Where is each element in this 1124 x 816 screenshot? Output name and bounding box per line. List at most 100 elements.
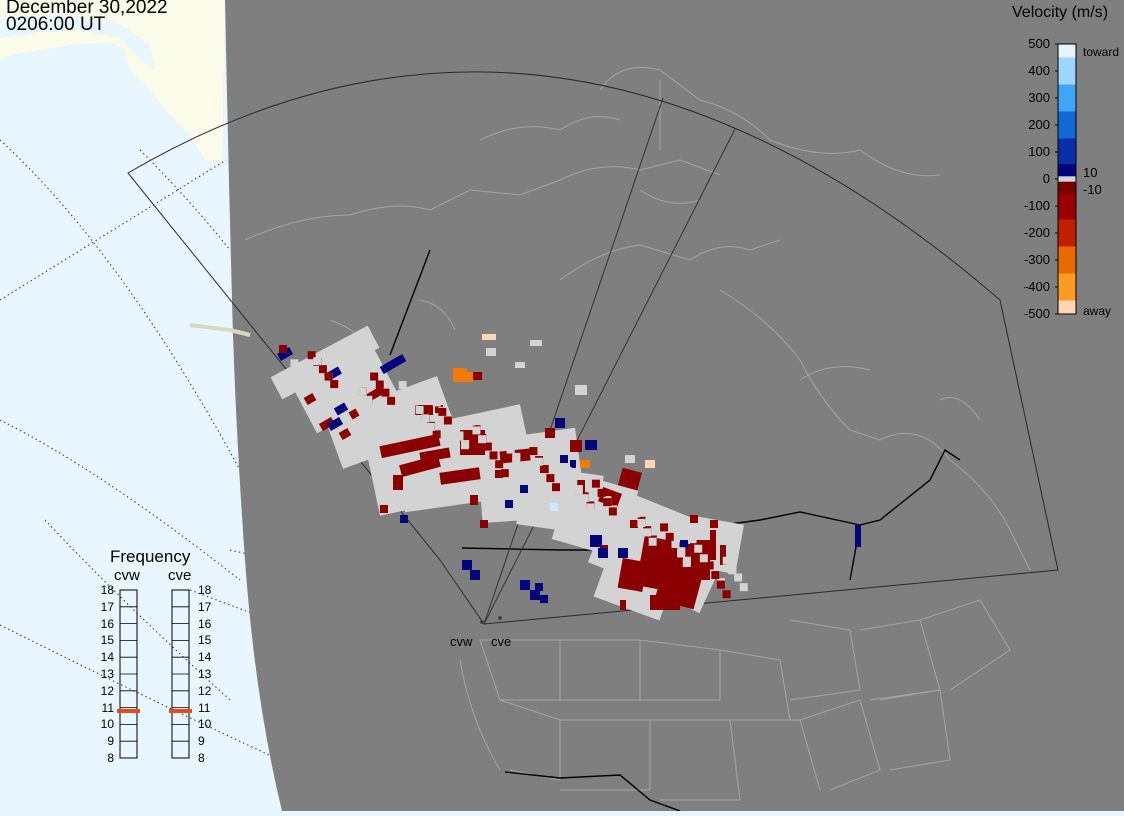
velocity-cell xyxy=(465,372,473,382)
velocity-cell xyxy=(614,514,623,523)
velocity-cell xyxy=(597,488,606,497)
colorbar-segment xyxy=(1058,147,1076,153)
radar-site-cvw-marker xyxy=(480,620,484,624)
velocity-cell xyxy=(529,447,538,456)
velocity-cell xyxy=(552,483,560,492)
velocity-cell xyxy=(393,475,403,490)
velocity-cell xyxy=(630,520,638,528)
velocity-cell xyxy=(700,560,710,580)
velocity-cell xyxy=(303,393,317,405)
colorbar-segment xyxy=(1058,44,1076,50)
velocity-cell xyxy=(739,583,748,592)
colorbar-segment xyxy=(1058,237,1076,243)
velocity-cell xyxy=(347,372,356,381)
velocity-cell xyxy=(575,385,587,395)
radar-site-cve-marker xyxy=(498,616,502,620)
colorbar-segment xyxy=(1058,282,1076,288)
velocity-cell xyxy=(563,468,572,477)
freq-level-label: 15 xyxy=(198,633,212,648)
colorbar-segment xyxy=(1058,71,1076,77)
velocity-cell xyxy=(671,540,680,549)
velocity-cell xyxy=(710,530,716,560)
colorbar-segment xyxy=(1058,160,1076,165)
time-label: 0206:00 UT xyxy=(6,14,106,35)
freq-level-label: 18 xyxy=(198,583,212,597)
radar-fov xyxy=(127,71,1059,625)
velocity-cell xyxy=(545,428,555,438)
velocity-cell xyxy=(387,396,396,405)
velocity-cell xyxy=(722,590,731,599)
velocity-cell xyxy=(618,548,628,558)
velocity-cell xyxy=(520,485,528,493)
colorbar-segment xyxy=(1058,66,1076,72)
colorbar-segment xyxy=(1058,264,1076,270)
colorbar-segment xyxy=(1058,219,1076,225)
velocity-cell xyxy=(466,417,475,426)
colorbar-segment xyxy=(1058,75,1076,81)
velocity-cell xyxy=(404,421,413,430)
velocity-cell xyxy=(370,372,379,381)
colorbar-segment xyxy=(1058,246,1076,252)
velocity-cell xyxy=(637,518,646,527)
velocity-cell xyxy=(290,359,299,368)
velocity-cell xyxy=(338,428,352,440)
colorbar-segment xyxy=(1058,215,1076,221)
velocity-cell xyxy=(580,460,590,468)
freq-level-label: 15 xyxy=(100,633,114,648)
velocity-cell xyxy=(370,403,378,412)
colorbar-segment xyxy=(1058,62,1076,68)
velocity-cell xyxy=(631,509,640,518)
colorbar-segment xyxy=(1058,309,1076,315)
scatter-cells xyxy=(270,325,861,621)
colorbar-tick-label: 300 xyxy=(1028,90,1050,105)
velocity-cell xyxy=(333,402,349,416)
velocity-cell xyxy=(535,583,543,591)
velocity-cell xyxy=(336,387,344,396)
velocity-cell xyxy=(625,455,635,463)
velocity-cell xyxy=(318,365,327,374)
velocity-cell xyxy=(415,405,424,414)
colorbar-segment xyxy=(1058,296,1076,302)
velocity-cell xyxy=(570,440,582,452)
colorbar-segment xyxy=(1058,53,1076,59)
velocity-cell xyxy=(480,520,488,528)
velocity-cell xyxy=(530,340,542,346)
velocity-cell xyxy=(520,580,530,590)
velocity-cell xyxy=(515,362,525,368)
velocity-cell xyxy=(517,463,526,472)
velocity-cell xyxy=(555,418,565,428)
velocity-cell xyxy=(512,454,521,463)
velocity-cell xyxy=(557,490,566,499)
velocity-cell xyxy=(453,368,467,382)
colorbar-segment xyxy=(1058,129,1076,135)
velocity-cell xyxy=(710,520,718,528)
colorbar-segment xyxy=(1058,269,1076,275)
colorbar-segment xyxy=(1058,102,1076,108)
velocity-cell xyxy=(523,470,532,479)
colorbar-segment xyxy=(1058,168,1076,173)
velocity-cell xyxy=(550,503,558,511)
velocity-cell xyxy=(677,549,686,558)
colorbar-tick-label: -300 xyxy=(1023,252,1050,267)
velocity-cell xyxy=(699,554,708,563)
velocity-cell xyxy=(625,533,634,542)
colorbar-title: Velocity (m/s) xyxy=(1012,4,1109,21)
colorbar-segment xyxy=(1058,181,1076,187)
site-label-cve: cve xyxy=(491,634,512,649)
velocity-cell xyxy=(380,505,388,513)
velocity-cell xyxy=(352,380,361,389)
colorbar-segment xyxy=(1058,134,1076,140)
frequency-title: Frequency xyxy=(110,547,191,566)
velocity-cell xyxy=(650,595,680,610)
colorbar-segment xyxy=(1058,287,1076,293)
velocity-cell xyxy=(620,523,629,532)
colorbar-segment xyxy=(1058,291,1076,297)
velocity-cell xyxy=(421,414,430,423)
velocity-cell xyxy=(586,503,595,512)
velocity-cell xyxy=(326,417,344,431)
velocity-cell xyxy=(529,479,538,488)
colorbar-segment xyxy=(1058,152,1076,157)
velocity-cell xyxy=(590,535,602,547)
date-label: December 30,2022 xyxy=(6,0,168,18)
